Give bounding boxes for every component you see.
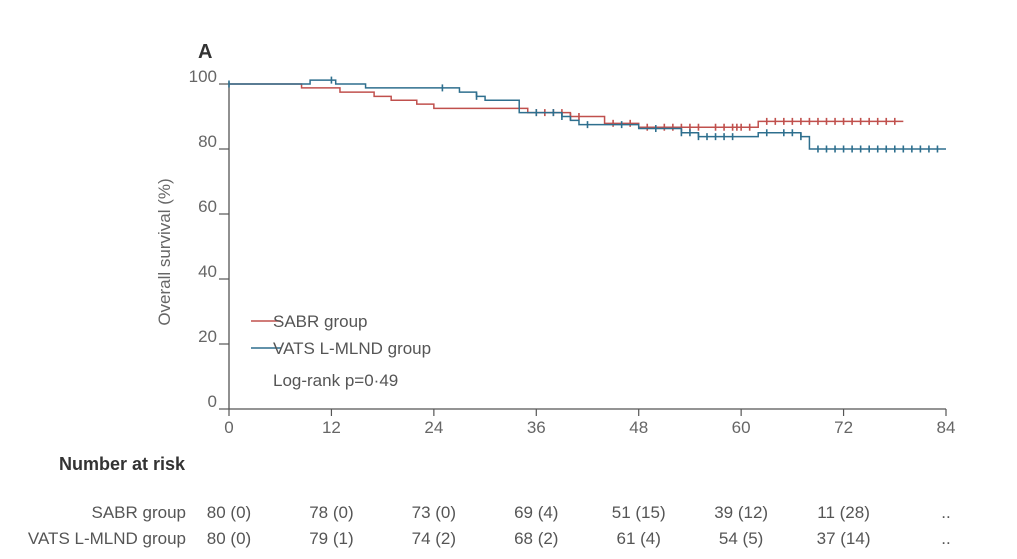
series-0: [229, 83, 904, 131]
risk-value: 61 (4): [617, 529, 661, 548]
risk-value: 11 (28): [817, 503, 870, 522]
y-tick-label: 0: [208, 392, 217, 411]
series-1: [228, 76, 946, 153]
y-tick-label: 80: [198, 132, 217, 151]
risk-table-title: Number at risk: [59, 454, 186, 474]
risk-table: SABR group 80 (0) 78 (0) 73 (0) 69 (4) 51 (15…: [28, 503, 951, 548]
risk-value: 79 (1): [309, 529, 353, 548]
x-tick-label: 0: [224, 418, 233, 437]
risk-row-label: SABR group: [92, 503, 187, 522]
log-rank-annotation: Log-rank p=0·49: [273, 371, 398, 390]
x-tick-label: 60: [732, 418, 751, 437]
risk-value: 51 (15): [612, 503, 666, 522]
legend-label: VATS L-MLND group: [273, 339, 431, 358]
x-tick-label: 24: [424, 418, 443, 437]
risk-value: 54 (5): [719, 529, 763, 548]
risk-value: ..: [941, 529, 950, 548]
x-tick-label: 48: [629, 418, 648, 437]
plot-area: [228, 76, 946, 153]
risk-value: 80 (0): [207, 529, 251, 548]
risk-value: 68 (2): [514, 529, 558, 548]
risk-value: 80 (0): [207, 503, 251, 522]
y-tick-label: 60: [198, 197, 217, 216]
x-tick-label: 12: [322, 418, 341, 437]
risk-value: 73 (0): [412, 503, 456, 522]
y-tick-label: 40: [198, 262, 217, 281]
x-tick-label: 36: [527, 418, 546, 437]
x-tick-label: 84: [937, 418, 956, 437]
risk-value: 39 (12): [714, 503, 768, 522]
y-axis-label: Overall survival (%): [155, 178, 174, 325]
risk-value: ..: [941, 503, 950, 522]
legend: SABR group VATS L-MLND group: [251, 312, 431, 358]
survival-curve: [229, 83, 904, 128]
y-tick-label: 20: [198, 327, 217, 346]
risk-row-label: VATS L-MLND group: [28, 529, 186, 548]
panel-label: A: [198, 41, 212, 63]
axes: 0 20 40 60 80 100 0 12 24 36 48 60 72 84: [189, 67, 956, 437]
risk-value: 78 (0): [309, 503, 353, 522]
y-tick-label: 100: [189, 67, 217, 86]
x-tick-label: 72: [834, 418, 853, 437]
survival-curve: [229, 79, 946, 150]
risk-value: 37 (14): [817, 529, 871, 548]
risk-value: 69 (4): [514, 503, 558, 522]
legend-label: SABR group: [273, 312, 368, 331]
risk-value: 74 (2): [412, 529, 456, 548]
